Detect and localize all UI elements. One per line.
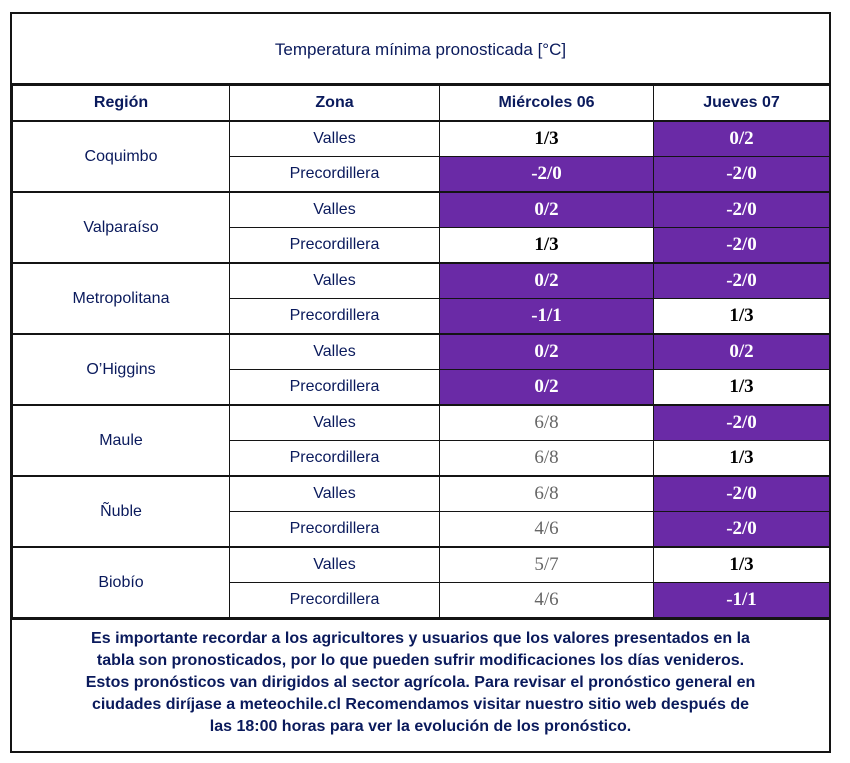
zone-cell: Valles [229, 191, 440, 228]
thursday-value-cell: -1/1 [653, 582, 830, 618]
wednesday-value-cell: 0/2 [439, 333, 654, 370]
forecast-table: Región Zona Miércoles 06 Jueves 07 Coqui… [12, 85, 830, 618]
table-body: Coquimbo Valles 1/3 0/2 Precordillera -2/0 -2/… [12, 120, 830, 618]
thursday-value-cell: 1/3 [653, 440, 830, 477]
zone-cell: Valles [229, 262, 440, 299]
wednesday-value-cell: -2/0 [439, 156, 654, 193]
forecast-panel: Temperatura mínima pronosticada [°C] Reg… [10, 12, 831, 753]
thursday-value-cell: -2/0 [653, 191, 830, 228]
note-line: Estos pronósticos van dirigidos al secto… [85, 674, 756, 691]
region-cell: Metropolitana [12, 262, 230, 335]
zone-cell: Precordillera [229, 227, 440, 264]
table-row: Metropolitana Valles 0/2 -2/0 [12, 262, 830, 335]
region-cell: Coquimbo [12, 120, 230, 193]
thursday-value-cell: -2/0 [653, 475, 830, 512]
table-row: Precordillera -2/0 -2/0 [13, 156, 830, 193]
wednesday-value-cell: 1/3 [439, 120, 654, 157]
thursday-value-cell: -2/0 [653, 511, 830, 548]
table-row: Precordillera 1/3 -2/0 [13, 227, 830, 264]
table-row: Precordillera -1/1 1/3 [13, 298, 830, 335]
zone-cell: Valles [229, 404, 440, 441]
header-row: Región Zona Miércoles 06 Jueves 07 [12, 85, 830, 122]
table-row: O’Higgins Valles 0/2 0/2 [12, 333, 830, 406]
wednesday-value-cell: 6/8 [439, 475, 654, 512]
table-row: Precordillera 4/6 -1/1 [13, 582, 830, 618]
header-region: Región [12, 85, 230, 122]
wednesday-value-cell: 6/8 [439, 404, 654, 441]
zone-cell: Precordillera [229, 440, 440, 477]
zone-cell: Valles [229, 546, 440, 583]
zone-cell: Precordillera [229, 511, 440, 548]
table-row: Precordillera 0/2 1/3 [13, 369, 830, 406]
thursday-value-cell: 0/2 [653, 120, 830, 157]
thursday-value-cell: 0/2 [653, 333, 830, 370]
wednesday-value-cell: 0/2 [439, 262, 654, 299]
table-row: Ñuble Valles 6/8 -2/0 [12, 475, 830, 548]
zone-cell: Precordillera [229, 582, 440, 618]
zone-cell: Valles [229, 475, 440, 512]
table-row: Precordillera 6/8 1/3 [13, 440, 830, 477]
region-cell: Valparaíso [12, 191, 230, 264]
zone-cell: Valles [229, 120, 440, 157]
region-cell: Biobío [12, 546, 230, 618]
zone-cell: Valles [229, 333, 440, 370]
wednesday-value-cell: -1/1 [439, 298, 654, 335]
table-row: Coquimbo Valles 1/3 0/2 [12, 120, 830, 193]
wednesday-value-cell: 6/8 [439, 440, 654, 477]
thursday-value-cell: -2/0 [653, 262, 830, 299]
zone-cell: Precordillera [229, 156, 440, 193]
region-cell: O’Higgins [12, 333, 230, 406]
thursday-value-cell: 1/3 [653, 298, 830, 335]
table-row: Valparaíso Valles 0/2 -2/0 [12, 191, 830, 264]
table-title: Temperatura mínima pronosticada [°C] [12, 14, 829, 85]
thursday-value-cell: 1/3 [653, 546, 830, 583]
zone-cell: Precordillera [229, 298, 440, 335]
header-wednesday: Miércoles 06 [439, 85, 654, 122]
wednesday-value-cell: 4/6 [439, 511, 654, 548]
wednesday-value-cell: 0/2 [439, 369, 654, 406]
wednesday-value-cell: 5/7 [439, 546, 654, 583]
zone-cell: Precordillera [229, 369, 440, 406]
wednesday-value-cell: 4/6 [439, 582, 654, 618]
thursday-value-cell: -2/0 [653, 227, 830, 264]
thursday-value-cell: -2/0 [653, 156, 830, 193]
disclaimer-note: Es importante recordar a los agricultore… [12, 618, 829, 738]
note-line: las 18:00 horas para ver la evolución de… [209, 718, 632, 735]
region-cell: Maule [12, 404, 230, 477]
wednesday-value-cell: 0/2 [439, 191, 654, 228]
header-thursday: Jueves 07 [653, 85, 830, 122]
thursday-value-cell: -2/0 [653, 404, 830, 441]
table-row: Maule Valles 6/8 -2/0 [12, 404, 830, 477]
region-cell: Ñuble [12, 475, 230, 548]
thursday-value-cell: 1/3 [653, 369, 830, 406]
note-line: Es importante recordar a los agricultore… [91, 630, 750, 647]
table-row: Biobío Valles 5/7 1/3 [12, 546, 830, 618]
note-line: ciudades diríjase a meteochile.cl Recome… [91, 696, 750, 713]
note-line: tabla son pronosticados, por lo que pued… [96, 652, 745, 669]
table-row: Precordillera 4/6 -2/0 [13, 511, 830, 548]
header-zona: Zona [229, 85, 440, 122]
wednesday-value-cell: 1/3 [439, 227, 654, 264]
